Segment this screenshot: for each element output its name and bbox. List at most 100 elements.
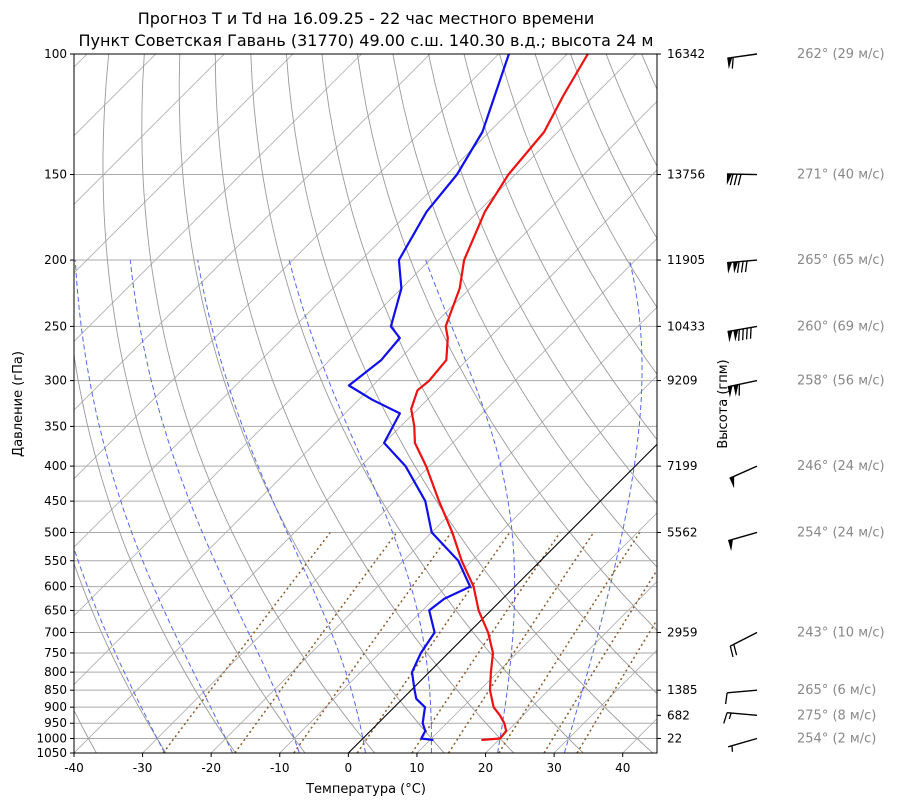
wind-barb-full bbox=[742, 261, 744, 272]
height-tick-label: 2959 bbox=[667, 625, 698, 639]
dry-adiabat bbox=[713, 54, 900, 753]
wind-barb-flag bbox=[728, 539, 733, 551]
isotherm-line bbox=[0, 54, 224, 753]
isotherm-line bbox=[5, 54, 704, 753]
x-axis-label: Температура (°C) bbox=[305, 782, 426, 797]
wind-barb-flag bbox=[733, 330, 738, 342]
dry-adiabat bbox=[677, 54, 900, 753]
y-tick-label: 450 bbox=[44, 494, 67, 508]
x-tick-label: 30 bbox=[546, 761, 561, 775]
height-tick-label: 10433 bbox=[667, 319, 705, 333]
dry-adiabat bbox=[21, 54, 166, 753]
x-tick-label: 40 bbox=[615, 761, 630, 775]
wind-barb-full bbox=[747, 328, 748, 339]
height-tick-label: 13756 bbox=[667, 168, 705, 182]
wind-label: 271° (40 м/с) bbox=[797, 168, 885, 183]
mixing-ratio-line bbox=[163, 532, 330, 753]
x-tick-label: -40 bbox=[64, 761, 84, 775]
dry-adiabat bbox=[286, 54, 653, 753]
dry-adiabat bbox=[606, 54, 900, 753]
wind-barb bbox=[727, 54, 757, 69]
isotherm-line bbox=[623, 54, 900, 753]
wind-barb-shaft bbox=[727, 690, 757, 693]
wind-barb bbox=[728, 381, 757, 398]
dry-adiabat bbox=[142, 54, 375, 753]
y-tick-label: 150 bbox=[44, 168, 67, 182]
height-tick-label: 9209 bbox=[667, 374, 698, 388]
isotherm-line bbox=[486, 54, 900, 753]
temperature-line bbox=[411, 54, 588, 740]
x-tick-label: -30 bbox=[133, 761, 153, 775]
height-tick-label: 22 bbox=[667, 731, 682, 745]
y-tick-label: 1000 bbox=[36, 731, 67, 745]
moist-adiabat bbox=[289, 260, 431, 753]
wind-label: 254° (24 м/с) bbox=[797, 525, 885, 540]
wind-barb-full bbox=[726, 693, 728, 704]
mixing-ratio-line bbox=[449, 532, 594, 753]
dry-adiabat bbox=[179, 54, 444, 753]
wind-barb-full bbox=[732, 57, 733, 68]
wind-label: 243° (10 м/с) bbox=[797, 625, 885, 640]
wind-barb-full bbox=[734, 174, 737, 185]
height-tick-label: 7199 bbox=[667, 459, 698, 473]
y-tick-label: 400 bbox=[44, 459, 67, 473]
y-tick-label: 900 bbox=[44, 700, 67, 714]
wind-barb-shaft bbox=[730, 632, 757, 646]
dry-adiabat bbox=[103, 54, 305, 753]
wind-label: 262° (29 м/с) bbox=[797, 47, 885, 62]
y-tick-label: 800 bbox=[44, 665, 67, 679]
wind-barb-flag bbox=[734, 385, 739, 397]
wind-label: 258° (56 м/с) bbox=[797, 374, 885, 389]
wind-barb-full bbox=[746, 261, 748, 272]
wind-barb bbox=[726, 690, 757, 704]
wind-barb bbox=[730, 466, 757, 488]
x-tick-label: 10 bbox=[409, 761, 424, 775]
moist-adiabat bbox=[426, 260, 515, 753]
wind-barb-shaft bbox=[728, 738, 757, 746]
wind-barb bbox=[728, 532, 757, 551]
wind-barb bbox=[727, 174, 757, 185]
y-tick-label: 350 bbox=[44, 419, 67, 433]
y-tick-label: 650 bbox=[44, 603, 67, 617]
wind-barb-full bbox=[743, 329, 744, 340]
wind-barb-full bbox=[724, 713, 727, 724]
wind-barb bbox=[727, 260, 757, 274]
chart-title-line2: Пункт Советская Гавань (31770) 49.00 с.ш… bbox=[79, 31, 654, 50]
y-tick-label: 200 bbox=[44, 253, 67, 267]
isotherm-line bbox=[760, 54, 900, 753]
wind-barb-full bbox=[739, 330, 740, 341]
wind-barb bbox=[724, 713, 757, 724]
wind-label: 265° (65 м/с) bbox=[797, 253, 885, 268]
wind-barb-full bbox=[738, 174, 741, 185]
wind-barb-flag bbox=[727, 262, 732, 273]
wind-barb-full bbox=[738, 262, 740, 273]
dry-adiabat bbox=[464, 54, 900, 753]
wind-barb bbox=[728, 738, 757, 751]
wind-barb-shaft bbox=[730, 466, 757, 478]
chart-title-line1: Прогноз T и Td на 16.09.25 - 22 час мест… bbox=[138, 9, 594, 28]
x-tick-label: -10 bbox=[270, 761, 290, 775]
profile-layer bbox=[349, 54, 588, 740]
wind-barb-full bbox=[734, 644, 737, 655]
x-tick-label: 20 bbox=[478, 761, 493, 775]
wind-barb-flag bbox=[730, 476, 735, 488]
wind-barb-flag bbox=[728, 331, 733, 343]
y-axis-label: Давление (гПа) bbox=[11, 351, 26, 457]
dry-adiabat bbox=[393, 54, 862, 753]
y-tick-label: 750 bbox=[44, 646, 67, 660]
y-tick-label: 700 bbox=[44, 625, 67, 639]
height-tick-label: 16342 bbox=[667, 47, 705, 61]
wind-barb bbox=[728, 326, 758, 342]
moist-adiabat bbox=[130, 260, 299, 753]
y-tick-label: 500 bbox=[44, 525, 67, 539]
y-tick-label: 250 bbox=[44, 319, 67, 333]
wind-barb bbox=[730, 632, 757, 657]
dry-adiabat bbox=[429, 54, 900, 753]
moist-adiabat bbox=[75, 260, 232, 753]
wind-barb-shaft bbox=[727, 713, 757, 716]
y-tick-label: 300 bbox=[44, 374, 67, 388]
x-tick-label: 0 bbox=[345, 761, 353, 775]
